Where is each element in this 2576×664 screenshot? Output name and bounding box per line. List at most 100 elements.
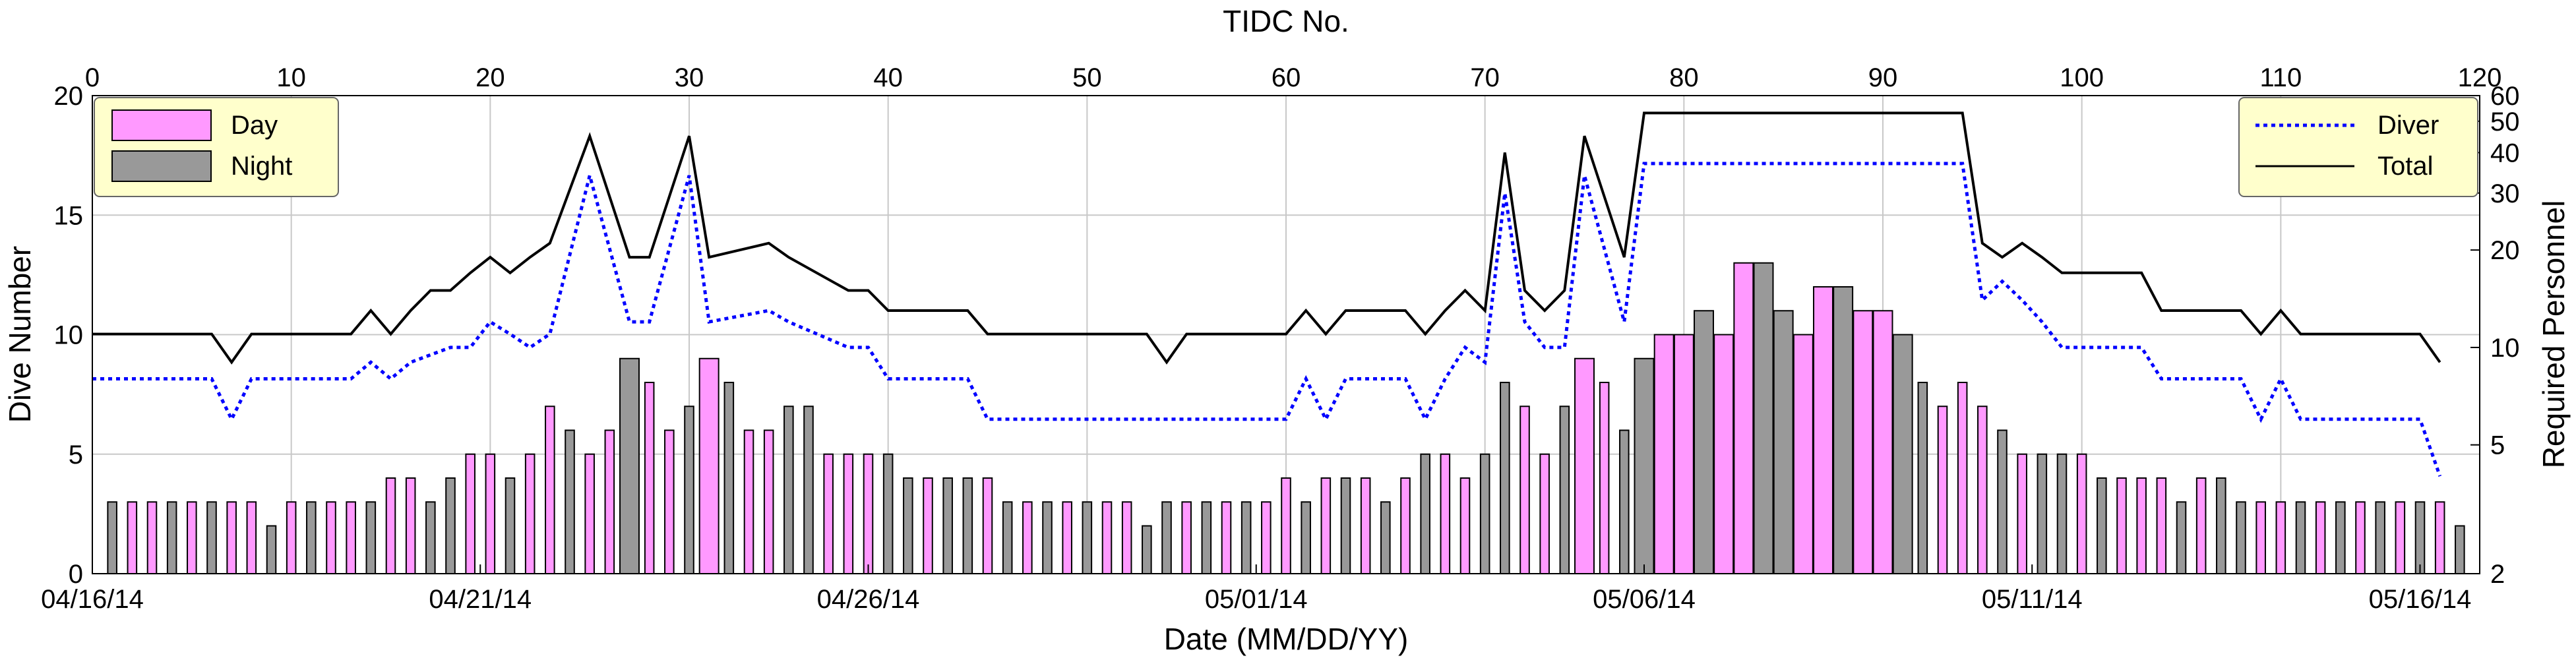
night-dive-bar	[684, 406, 694, 574]
personnel-tick-label: 10	[2490, 334, 2520, 363]
day-dive-bar	[923, 477, 933, 574]
night-dive-bar	[1340, 477, 1351, 574]
night-dive-bar	[425, 501, 436, 574]
tidc-tick-label: 40	[873, 63, 903, 92]
date-tick-label: 05/16/14	[2369, 585, 2472, 614]
night-dive-bar	[365, 501, 377, 574]
day-dive-bar	[1793, 334, 1814, 574]
night-dive-bar	[1694, 310, 1714, 574]
night-dive-bar	[2176, 501, 2187, 574]
day-dive-bar	[2156, 477, 2167, 574]
night-dive-bar	[2097, 477, 2107, 574]
day-dive-bar	[2255, 501, 2266, 574]
night-dive-bar	[1500, 382, 1510, 574]
day-dive-bar	[1574, 357, 1595, 574]
day-dive-bar	[1653, 334, 1674, 574]
day-dive-bar	[1813, 286, 1833, 574]
tidc-tick-label: 50	[1072, 63, 1102, 92]
night-dive-bar	[565, 429, 575, 574]
night-dive-bar	[1201, 501, 1212, 574]
date-tick-label: 05/11/14	[1982, 585, 2083, 614]
day-dive-bar	[465, 453, 475, 574]
day-dive-bar	[1872, 310, 1893, 574]
day-dive-bar	[1440, 453, 1451, 574]
tidc-tick-label: 80	[1669, 63, 1699, 92]
night-dive-bar	[1420, 453, 1430, 574]
night-dive-bar	[1082, 501, 1093, 574]
y-axis-label-left: Dive Number	[3, 246, 37, 423]
date-tick-label: 05/06/14	[1593, 585, 1696, 614]
dive-number-tick-label: 5	[69, 440, 83, 469]
day-dive-bar	[1022, 501, 1033, 574]
night-dive-bar	[803, 406, 814, 574]
night-dive-bar	[1161, 501, 1172, 574]
personnel-tick-label: 60	[2490, 82, 2520, 111]
night-dive-bar	[1241, 501, 1252, 574]
night-dive-bar	[1997, 429, 2008, 574]
tidc-tick-label: 90	[1868, 63, 1898, 92]
day-dive-bar	[2017, 453, 2027, 574]
night-dive-bar	[306, 501, 317, 574]
night-dive-bar	[445, 477, 456, 574]
day-dive-bar	[2195, 477, 2207, 574]
day-dive-bar	[698, 357, 720, 574]
day-dive-bar	[584, 453, 595, 574]
day-dive-bar	[1360, 477, 1371, 574]
personnel-tick-label: 30	[2490, 179, 2520, 208]
day-dive-bar	[664, 429, 675, 574]
day-dive-bar	[545, 406, 555, 574]
day-dive-bar	[1853, 310, 1874, 574]
day-dive-bar	[863, 453, 874, 574]
y-axis-label-right: Required Personnel	[2536, 200, 2571, 469]
day-dive-bar	[326, 501, 336, 574]
day-dive-bar	[405, 477, 416, 574]
day-dive-bar	[1519, 406, 1530, 574]
legend-lines: Diver Total	[2238, 97, 2478, 197]
night-dive-bar	[1753, 262, 1774, 574]
dive-number-tick-label: 10	[54, 321, 84, 350]
personnel-tick-label: 20	[2490, 236, 2520, 265]
night-dive-bar	[1619, 429, 1630, 574]
night-dive-bar	[1773, 310, 1794, 574]
night-dive-bar	[783, 406, 794, 574]
day-dive-bar	[346, 501, 356, 574]
date-tick-label: 04/21/14	[429, 585, 532, 614]
day-dive-bar	[843, 453, 854, 574]
night-dive-bar	[1002, 501, 1013, 574]
legend-diver-label: Diver	[2377, 111, 2439, 140]
dive-bars	[107, 262, 2465, 574]
tidc-tick-label: 30	[675, 63, 704, 92]
day-dive-bar	[1459, 477, 1471, 574]
night-dive-bar	[723, 382, 735, 574]
day-dive-bar	[1221, 501, 1232, 574]
day-dive-bar	[2116, 477, 2127, 574]
day-dive-bar	[644, 382, 655, 574]
tidc-tick-label: 10	[276, 63, 306, 92]
day-dive-bar	[1320, 477, 1332, 574]
night-dive-bar	[266, 525, 277, 574]
day-dive-bar	[1713, 334, 1734, 574]
night-dive-bar	[619, 357, 640, 574]
day-dive-bar	[2395, 501, 2406, 574]
night-dive-bar	[2414, 501, 2426, 574]
legend-day-swatch	[111, 109, 212, 141]
legend-total-label: Total	[2377, 152, 2434, 181]
day-dive-bar	[1400, 477, 1411, 574]
tidc-tick-label: 70	[1470, 63, 1500, 92]
night-dive-bar	[1042, 501, 1053, 574]
personnel-tick-label: 5	[2490, 431, 2505, 460]
day-dive-bar	[604, 429, 615, 574]
total-personnel-line	[92, 111, 2441, 365]
tidc-tick-label: 60	[1272, 63, 1301, 92]
dive-number-tick-label: 15	[54, 201, 84, 230]
personnel-tick-label: 50	[2490, 107, 2520, 136]
day-dive-bar	[1733, 262, 1754, 574]
night-dive-bar	[962, 477, 973, 574]
dive-number-tick-label: 20	[54, 82, 84, 111]
day-dive-bar	[226, 501, 237, 574]
day-dive-bar	[743, 429, 754, 574]
diver-personnel-line	[92, 162, 2442, 477]
night-dive-bar	[166, 501, 177, 574]
tidc-tick-label: 100	[2060, 63, 2104, 92]
